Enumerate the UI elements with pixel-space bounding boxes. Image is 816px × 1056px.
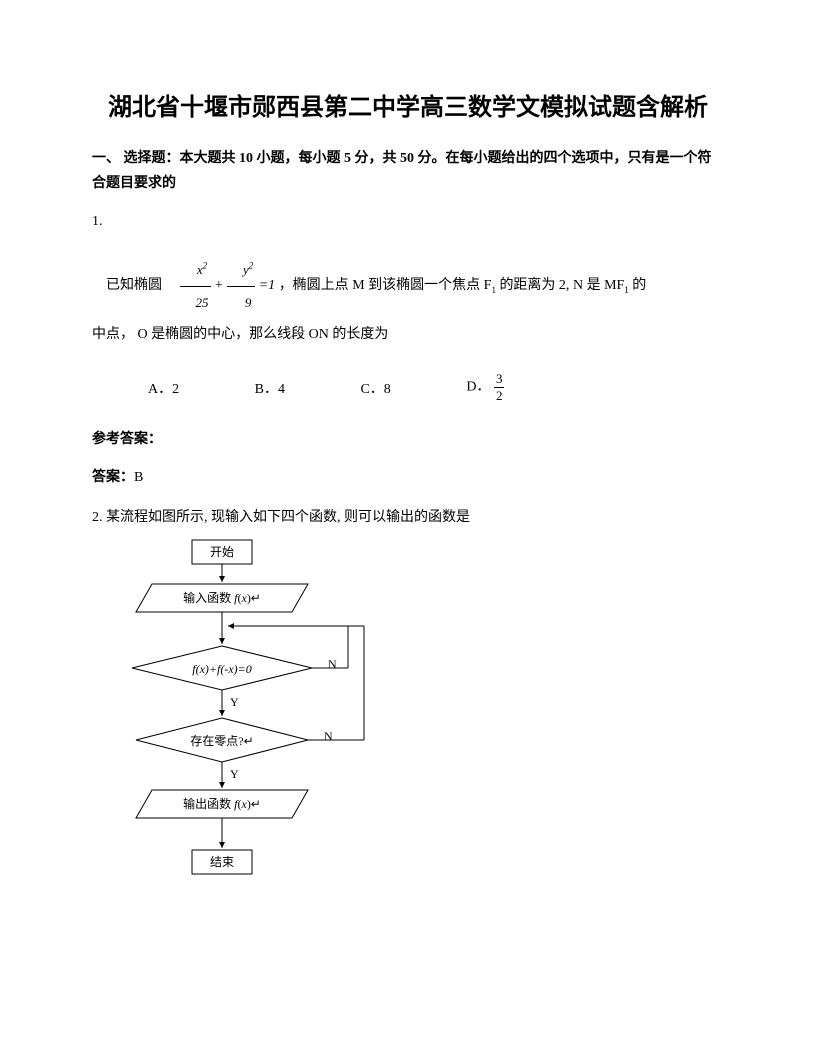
point-O: O — [138, 327, 148, 342]
ellipse-equation: x2 25 + y2 9 =1 — [166, 254, 276, 317]
flowchart-cond2-text: 存在零点?↵ — [190, 734, 253, 748]
option-C: C．8 — [360, 378, 390, 398]
answer-label: 参考答案： — [92, 428, 724, 448]
flowchart-no2: N — [324, 729, 333, 743]
option-D-num: 3 — [494, 371, 505, 388]
q1-options: A．2 B．4 C．8 D． 3 2 — [92, 371, 724, 404]
q1-text-mid5: 的 — [632, 278, 646, 293]
q1-text-mid1: ，椭圆上点 — [279, 278, 349, 293]
section-header: 一、 选择题：本大题共 10 小题，每小题 5 分，共 50 分。在每小题给出的… — [92, 146, 724, 196]
frac1-den: 25 — [180, 287, 211, 318]
option-A: A．2 — [148, 378, 179, 398]
flowchart-start-text: 开始 — [210, 545, 234, 559]
flowchart-cond1-text: f(x)+f(-x)=0 — [192, 662, 252, 676]
q1-line2c: 的长度为 — [332, 327, 388, 342]
option-B: B．4 — [255, 378, 285, 398]
answer: 答案：B — [92, 466, 724, 486]
frac1-sup: 2 — [203, 261, 208, 271]
option-D-den: 2 — [494, 388, 505, 404]
q1-text-mid3: 的距离为 2, — [499, 278, 569, 293]
flowchart-input-text: 输入函数 f(x)↵ — [183, 590, 261, 605]
option-D: D． 3 2 — [466, 371, 504, 404]
q1-body: 已知椭圆 x2 25 + y2 9 =1 ，椭圆上点 M 到该椭圆一个焦点 F1… — [92, 254, 724, 351]
q1-text-pre: 已知椭圆 — [106, 278, 162, 293]
MF1-text: MF — [604, 278, 624, 293]
page-title: 湖北省十堰市郧西县第二中学高三数学文模拟试题含解析 — [92, 90, 724, 126]
q1-line2b: 是椭圆的中心，那么线段 — [151, 327, 305, 342]
flowchart-yes2: Y — [230, 767, 239, 781]
option-D-label: D． — [466, 380, 490, 395]
point-N: N — [573, 278, 583, 293]
segment-MF1: MF1 — [604, 278, 629, 293]
answer-prefix: 答案： — [92, 470, 134, 485]
flowchart-diagram: 开始 输入函数 f(x)↵ f(x)+f(-x)=0 N Y 存在零点?↵ N … — [112, 534, 724, 894]
frac2-den: 9 — [227, 287, 255, 318]
flowchart-output-text: 输出函数 f(x)↵ — [183, 796, 261, 811]
q2-text: 2. 某流程如图所示, 现输入如下四个函数, 则可以输出的函数是 — [92, 506, 724, 526]
eq-text: =1 — [259, 278, 275, 293]
segment-ON: ON — [309, 327, 329, 342]
F1-sub: 1 — [491, 285, 496, 295]
flowchart-no1: N — [328, 657, 337, 671]
frac2-sup: 2 — [249, 261, 254, 271]
point-M: M — [352, 278, 364, 293]
focus-F1: F1 — [484, 278, 496, 293]
q1-line2a: 中点， — [92, 327, 134, 342]
MF1-sub: 1 — [624, 285, 629, 295]
answer-value: B — [134, 470, 143, 485]
q1-text-mid4: 是 — [587, 278, 601, 293]
flowchart-end-text: 结束 — [210, 855, 234, 869]
q1-number: 1. — [92, 214, 724, 230]
flowchart-yes1: Y — [230, 695, 239, 709]
q1-text-mid2: 到该椭圆一个焦点 — [368, 278, 480, 293]
